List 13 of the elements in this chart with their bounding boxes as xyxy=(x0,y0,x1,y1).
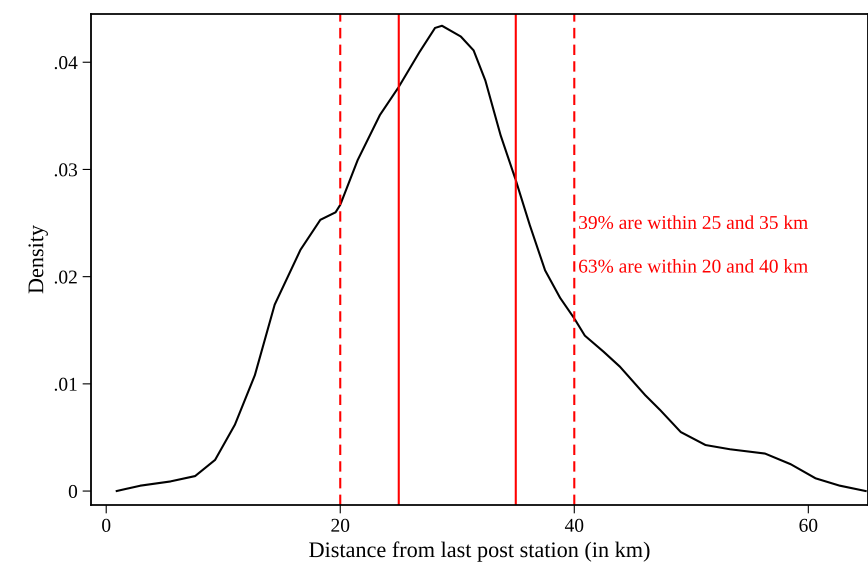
x-tick-label: 60 xyxy=(799,518,818,532)
x-tick-label: 20 xyxy=(331,518,350,532)
y-axis-title: Density xyxy=(28,225,48,294)
annotation: 39% are within 25 and 35 km xyxy=(579,215,808,230)
x-tick-label: 0 xyxy=(102,518,110,532)
x-axis-title: Distance from last post station (in km) xyxy=(309,541,650,562)
y-tick-label: .04 xyxy=(54,56,78,70)
y-tick-label: 0 xyxy=(68,484,78,498)
y-tick-label: .02 xyxy=(54,270,77,284)
annotation: 63% are within 20 and 40 km xyxy=(579,259,808,273)
y-tick-label: .03 xyxy=(54,163,78,176)
x-tick-label: 40 xyxy=(564,518,584,532)
y-tick-label: .01 xyxy=(54,378,77,391)
